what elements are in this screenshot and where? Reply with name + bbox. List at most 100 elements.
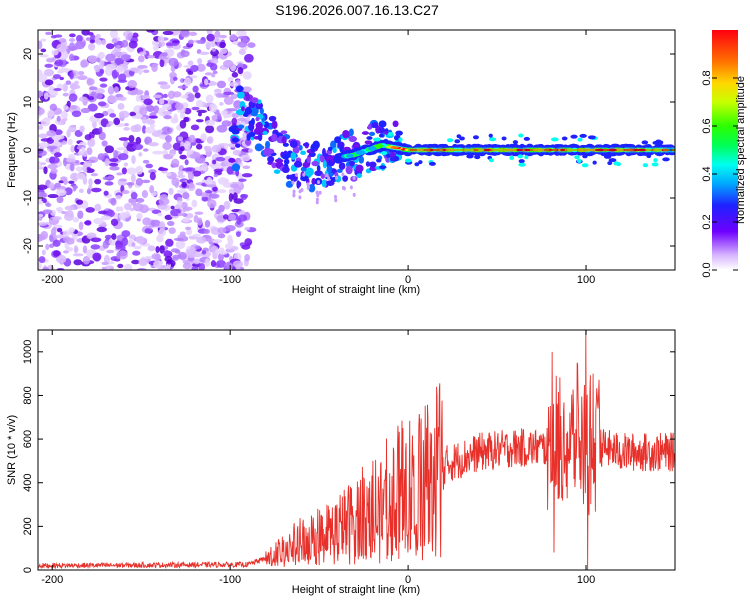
noise-blob	[150, 219, 161, 227]
noise-blob	[223, 200, 231, 210]
noise-blob	[38, 213, 44, 218]
noise-blob	[104, 145, 115, 154]
noise-blob	[219, 34, 227, 39]
sideband-blob	[651, 162, 659, 167]
noise-blob	[149, 171, 156, 181]
noise-blob	[90, 173, 99, 177]
transition-blob	[365, 161, 370, 167]
noise-blob	[217, 112, 222, 120]
transition-blob	[268, 115, 277, 122]
spectrogram-y-label: Frequency (Hz)	[6, 112, 18, 188]
noise-blob	[111, 38, 118, 44]
noise-blob	[223, 91, 235, 95]
noise-blob	[62, 157, 68, 167]
noise-blob	[222, 110, 228, 119]
noise-blob	[237, 67, 244, 75]
transition-blob	[322, 160, 327, 169]
sideband-blob	[501, 136, 507, 141]
tone-band-mid	[346, 153, 354, 158]
noise-blob	[205, 190, 213, 194]
noise-blob	[86, 166, 91, 171]
noise-blob	[143, 69, 150, 73]
noise-blob	[231, 192, 238, 201]
noise-blob	[136, 212, 143, 220]
noise-blob	[248, 148, 254, 154]
colorbar-tick-label: 0.6	[701, 118, 713, 133]
sideband-blob	[414, 162, 420, 167]
noise-blob	[117, 153, 129, 161]
transition-blob	[228, 157, 236, 163]
noise-blob	[157, 129, 164, 134]
noise-blob	[138, 258, 148, 267]
noise-blob	[195, 119, 204, 123]
transition-blob	[352, 192, 356, 197]
noise-blob	[149, 123, 156, 129]
noise-blob	[78, 188, 84, 193]
noise-blob	[68, 38, 76, 42]
noise-blob	[197, 58, 203, 65]
noise-blob	[124, 211, 131, 218]
noise-blob	[142, 148, 149, 152]
noise-blob	[232, 260, 244, 268]
noise-blob	[205, 94, 214, 104]
transition-blob	[259, 107, 264, 115]
transition-blob	[262, 130, 268, 135]
noise-blob	[79, 125, 85, 133]
sideband-blob	[378, 133, 384, 138]
transition-blob	[352, 176, 356, 181]
noise-blob	[237, 35, 248, 40]
noise-blob	[49, 147, 54, 153]
noise-blob	[105, 63, 116, 70]
noise-blob	[77, 210, 84, 219]
noise-blob	[217, 233, 226, 239]
noise-blob	[167, 90, 176, 100]
noise-blob	[214, 30, 221, 39]
noise-blob	[227, 234, 233, 243]
noise-blob	[104, 181, 114, 186]
noise-blob	[146, 105, 155, 112]
noise-blob	[92, 252, 102, 262]
noise-blob	[54, 129, 63, 136]
noise-blob	[131, 242, 136, 247]
noise-blob	[55, 234, 65, 239]
noise-blob	[62, 83, 68, 92]
transition-blob	[302, 161, 311, 169]
noise-blob	[89, 39, 96, 44]
sideband-blob	[447, 138, 454, 143]
noise-blob	[88, 43, 96, 51]
noise-blob	[136, 267, 147, 270]
noise-blob	[200, 133, 207, 142]
noise-blob	[48, 182, 55, 190]
noise-blob	[166, 172, 172, 177]
noise-blob	[88, 178, 93, 186]
noise-blob	[161, 126, 173, 135]
sideband-blob	[576, 158, 582, 163]
sideband-blob	[641, 140, 649, 145]
sideband-blob	[472, 135, 479, 140]
sideband-blob	[587, 135, 596, 140]
noise-blob	[177, 136, 184, 142]
noise-blob	[62, 230, 71, 237]
transition-blob	[366, 136, 373, 140]
noise-blob	[42, 209, 53, 215]
noise-blob	[113, 150, 119, 158]
noise-blob	[175, 240, 186, 250]
noise-blob	[120, 54, 131, 62]
noise-blob	[137, 55, 145, 63]
snr-x-label: Height of straight line (km)	[292, 584, 420, 596]
transition-blob	[257, 132, 263, 142]
transition-blob	[236, 92, 245, 99]
noise-blob	[124, 263, 133, 270]
noise-blob	[54, 182, 61, 188]
noise-blob	[185, 212, 194, 219]
snr-frame	[37, 329, 676, 571]
snr-x-tick-label: -200	[41, 574, 63, 586]
noise-blob	[232, 149, 241, 156]
noise-blob	[183, 64, 192, 68]
transition-blob	[280, 130, 288, 135]
noise-blob	[82, 245, 88, 254]
noise-blob	[165, 238, 174, 247]
noise-blob	[108, 162, 119, 167]
transition-blob	[305, 167, 314, 177]
